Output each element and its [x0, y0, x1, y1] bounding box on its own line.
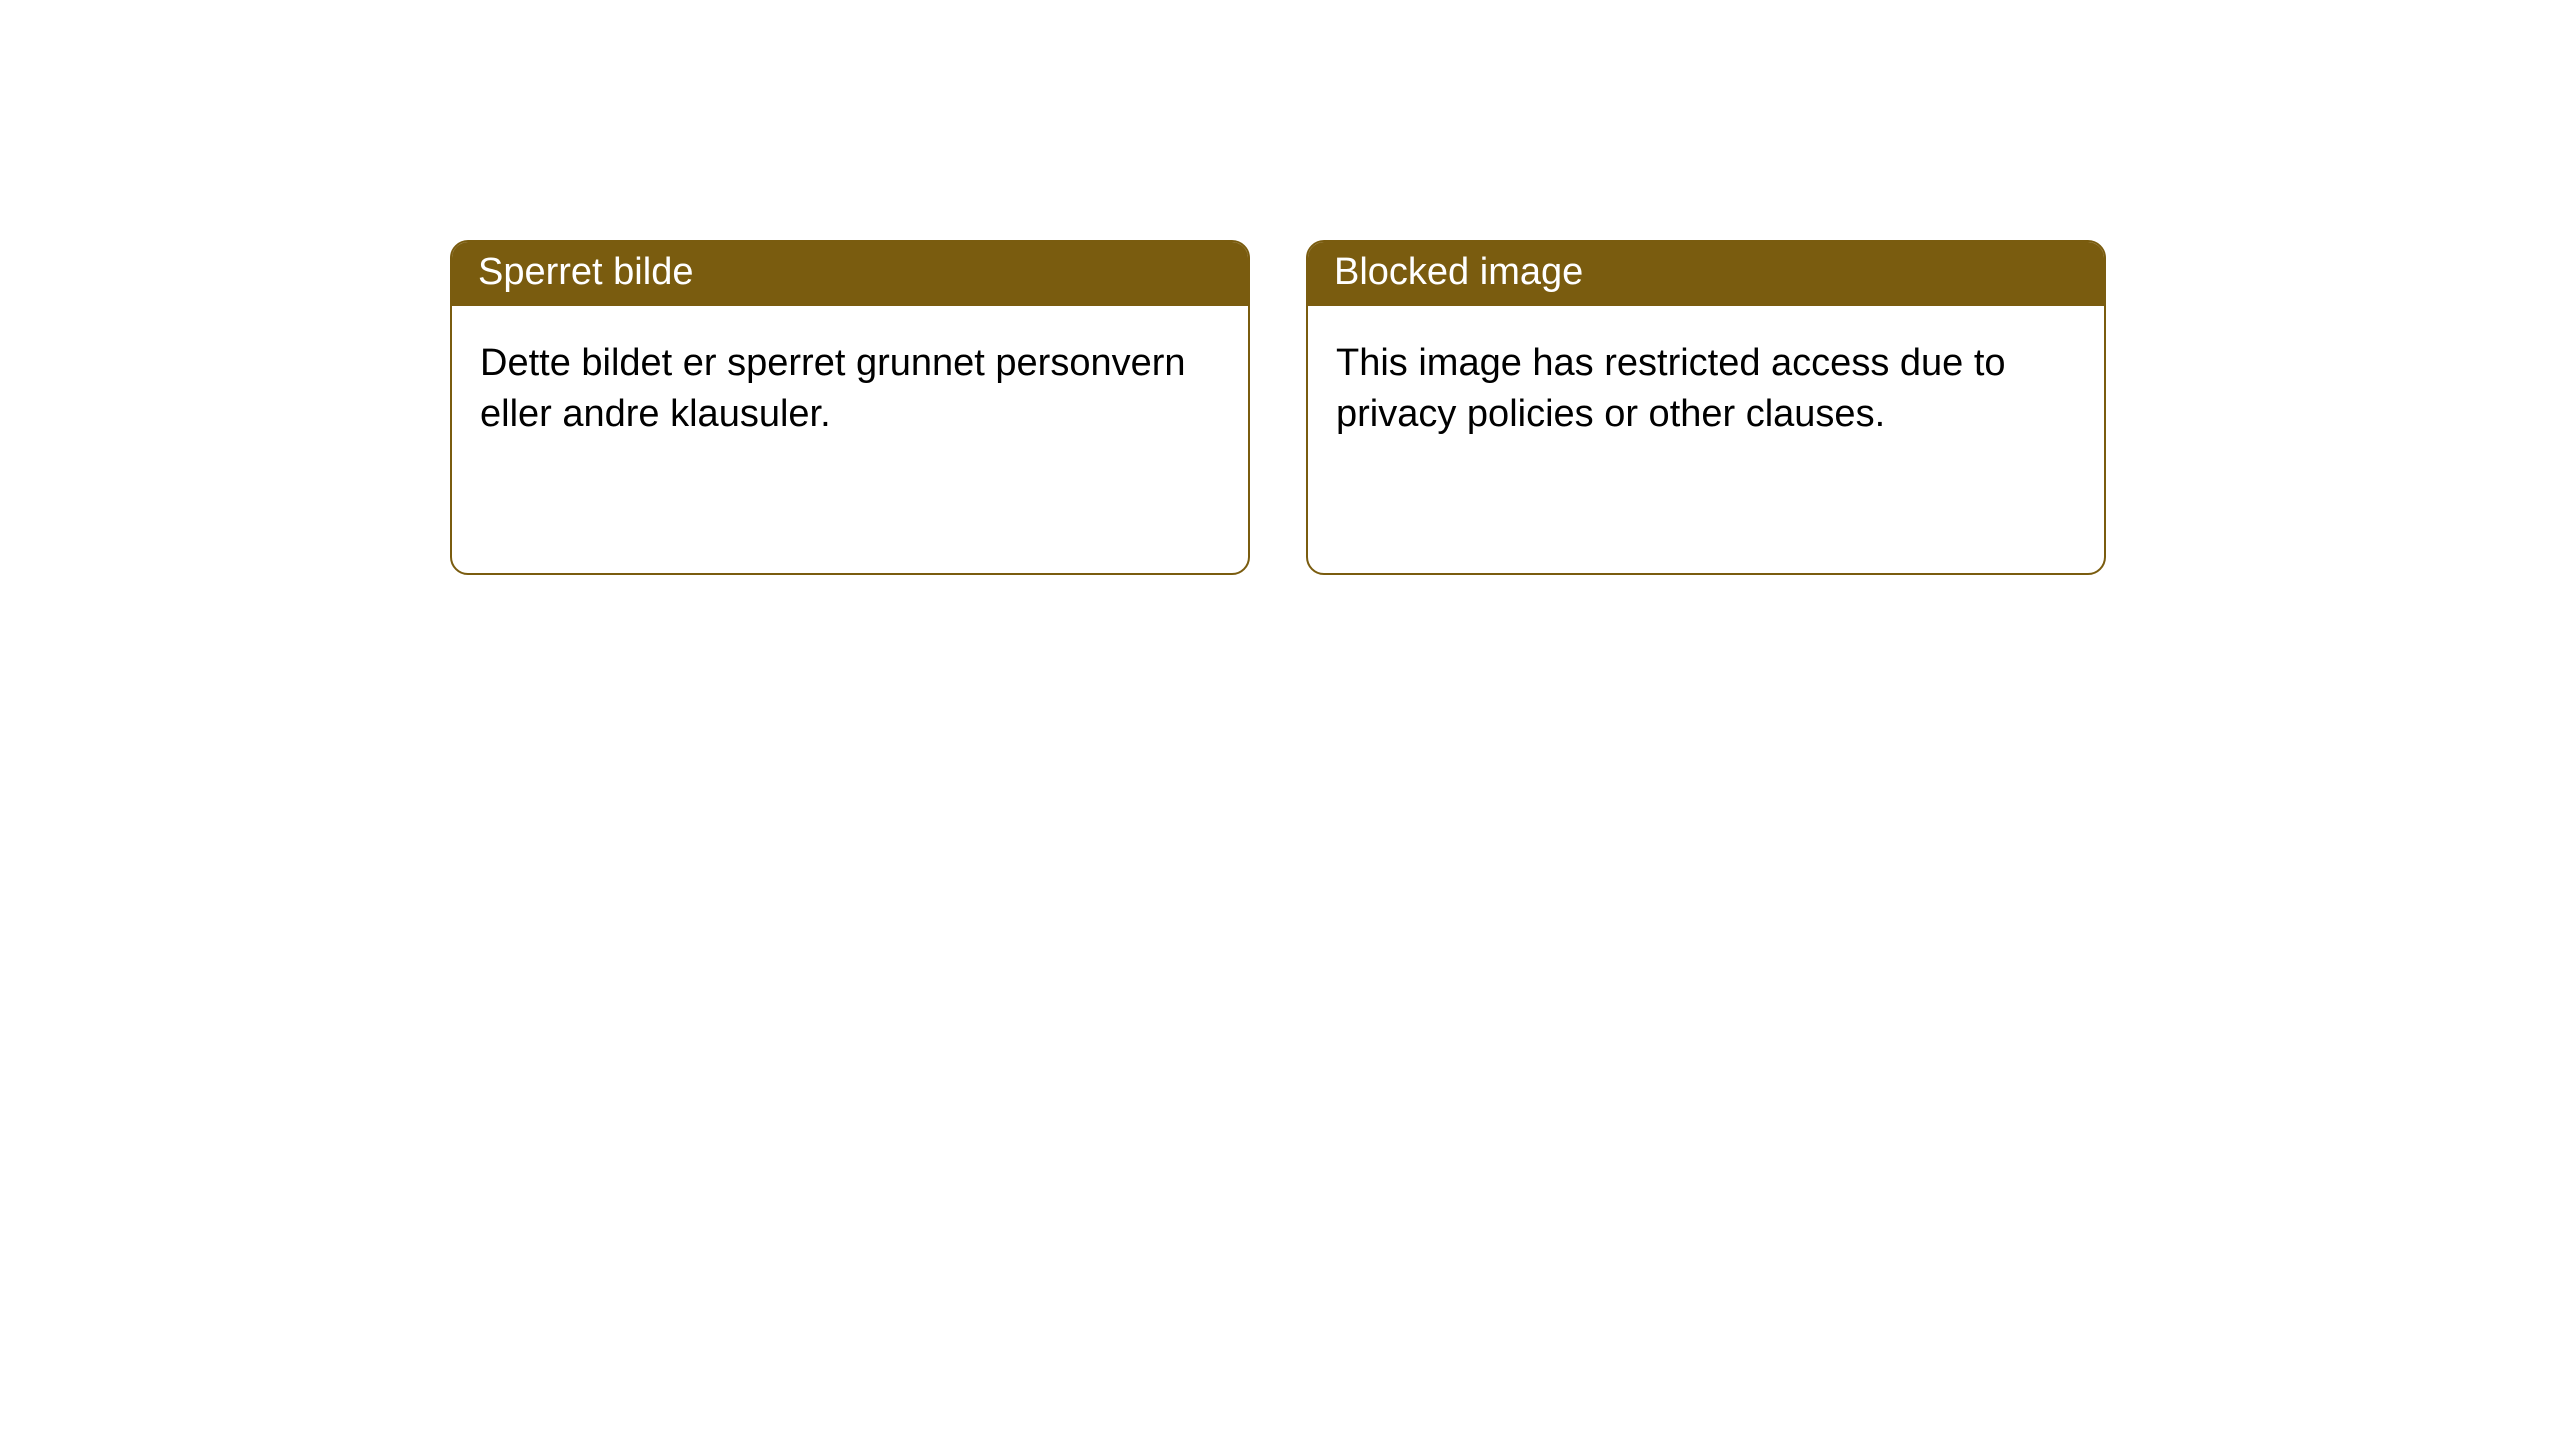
notice-body-english: This image has restricted access due to … [1308, 306, 2104, 473]
notice-title-english: Blocked image [1308, 242, 2104, 306]
notice-title-norwegian: Sperret bilde [452, 242, 1248, 306]
notice-container: Sperret bilde Dette bildet er sperret gr… [0, 0, 2560, 575]
notice-card-english: Blocked image This image has restricted … [1306, 240, 2106, 575]
notice-body-norwegian: Dette bildet er sperret grunnet personve… [452, 306, 1248, 473]
notice-card-norwegian: Sperret bilde Dette bildet er sperret gr… [450, 240, 1250, 575]
